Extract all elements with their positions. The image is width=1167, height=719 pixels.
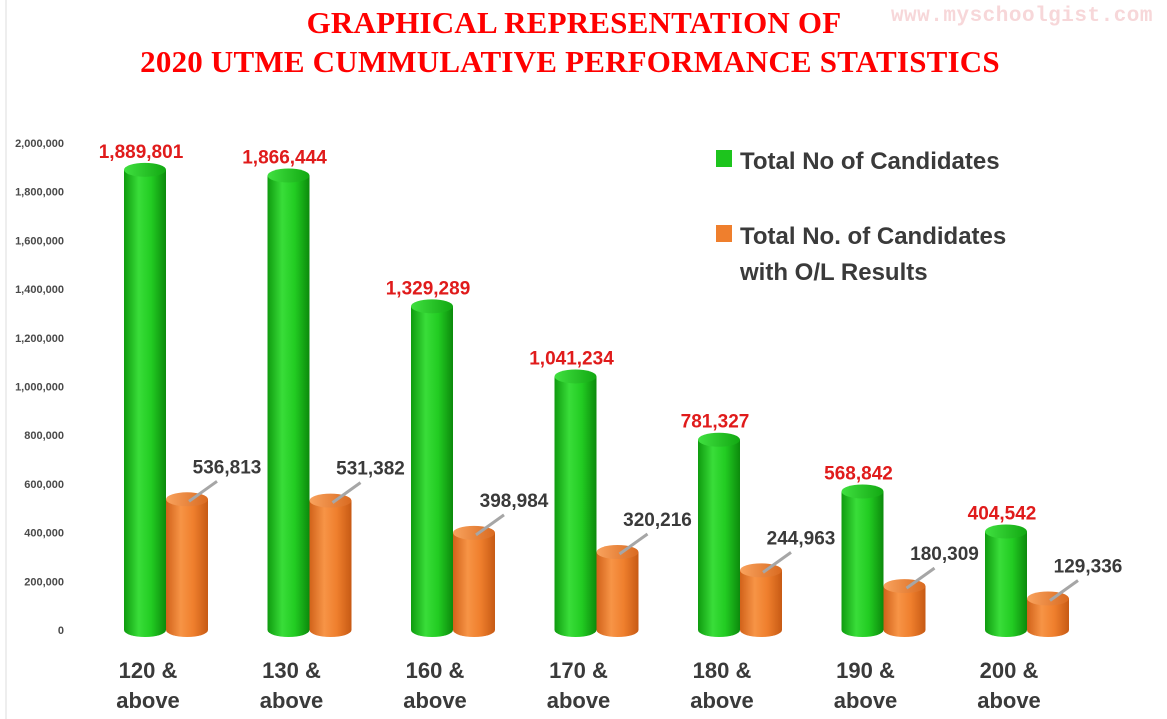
bar-top-green-3 — [554, 369, 597, 384]
legend-swatch-orange — [716, 225, 732, 242]
x-tick-label-4-1: above — [690, 688, 754, 713]
x-tick-label-2-0: 160 & — [406, 658, 465, 683]
legend-label-ol-results: Total No. of Candidates with O/L Results — [740, 219, 1060, 291]
bar-orange-1 — [309, 500, 352, 638]
bar-green-0 — [124, 169, 166, 638]
x-axis: 120 & above 130 & above 160 & above 170 & above… — [116, 658, 1041, 713]
x-tick-label-5-1: above — [834, 688, 898, 713]
bar-orange-5 — [883, 586, 926, 638]
legend-label-ol-line-1: Total No. of Candidates — [740, 223, 1007, 250]
bar-top-orange-5 — [883, 579, 926, 594]
x-tick-label-4-0: 180 & — [693, 658, 752, 683]
bar-top-orange-6 — [1027, 591, 1069, 606]
x-tick-label-1-1: above — [260, 688, 324, 713]
bar-top-green-6 — [985, 524, 1027, 539]
leader-line-orange-1 — [331, 481, 362, 504]
legend-swatch-green — [716, 150, 732, 167]
bar-top-orange-1 — [309, 493, 352, 508]
bar-orange-6 — [1027, 598, 1069, 637]
x-tick-label-6-0: 200 & — [980, 658, 1039, 683]
legend-label-total: Total No of Candidates — [740, 148, 1000, 175]
bar-top-green-2 — [411, 299, 453, 314]
data-labels: 1,889,801 536,813 1,866,444 531,382 1,329,28… — [99, 142, 1123, 602]
leader-line-orange-3 — [618, 532, 649, 556]
legend-label-ol-line-2: with O/L Results — [740, 259, 928, 286]
y-tick-label: 1,400,000 — [15, 284, 64, 296]
bar-orange-2 — [453, 532, 495, 637]
watermark: www.myschoolgist.com — [890, 5, 1153, 28]
data-label-orange-4: 244,963 — [767, 528, 836, 549]
x-tick-label-3-1: above — [547, 688, 611, 713]
bar-green-5 — [841, 491, 884, 638]
data-label-green-5: 568,842 — [824, 463, 893, 484]
data-label-orange-6: 129,336 — [1054, 557, 1123, 578]
chart-title-line-2: 2020 UTME CUMMULATIVE PERFORMANCE STATIS… — [140, 44, 1000, 79]
x-tick-label-1-0: 130 & — [262, 658, 321, 683]
x-tick-label-0-1: above — [116, 688, 180, 713]
bar-green-6 — [985, 531, 1027, 637]
y-tick-label: 600,000 — [24, 479, 64, 491]
x-tick-label-3-0: 170 & — [549, 658, 608, 683]
data-label-green-1: 1,866,444 — [242, 148, 327, 169]
bar-green-2 — [411, 306, 453, 637]
data-label-orange-5: 180,309 — [910, 544, 979, 565]
data-label-green-3: 1,041,234 — [529, 348, 614, 369]
bar-top-green-5 — [841, 484, 884, 499]
chart-title-line-1: GRAPHICAL REPRESENTATION OF — [306, 5, 842, 40]
y-axis: 0 200,000 400,000 600,000 800,000 1,000,000 1,… — [15, 138, 64, 637]
x-tick-label-5-0: 190 & — [836, 658, 895, 683]
x-tick-label-6-1: above — [977, 688, 1041, 713]
data-label-orange-1: 531,382 — [336, 459, 405, 480]
bar-top-orange-2 — [453, 525, 495, 540]
y-tick-label: 800,000 — [24, 430, 64, 442]
left-border — [5, 0, 7, 719]
bar-top-green-1 — [267, 168, 310, 183]
y-tick-label: 2,000,000 — [15, 138, 64, 150]
y-tick-label: 1,600,000 — [15, 235, 64, 247]
y-tick-label: 1,800,000 — [15, 187, 64, 199]
bar-green-3 — [554, 376, 597, 638]
y-tick-label: 1,200,000 — [15, 333, 64, 345]
bar-top-orange-4 — [740, 563, 782, 578]
legend-item-ol-results: Total No. of Candidates with O/L Results — [716, 219, 1060, 291]
bar-green-4 — [698, 439, 740, 637]
data-label-orange-3: 320,216 — [623, 510, 692, 531]
data-label-green-6: 404,542 — [968, 503, 1037, 524]
y-tick-label: 0 — [58, 625, 64, 637]
bar-top-green-4 — [698, 432, 740, 447]
leader-line-orange-4 — [762, 551, 792, 574]
x-tick-label-0-0: 120 & — [119, 658, 178, 683]
bar-top-green-0 — [124, 162, 166, 177]
data-label-orange-0: 536,813 — [193, 457, 262, 478]
data-label-green-2: 1,329,289 — [386, 278, 471, 299]
leader-line-orange-5 — [905, 566, 936, 590]
bar-orange-0 — [166, 499, 208, 637]
data-label-green-0: 1,889,801 — [99, 142, 184, 163]
bar-top-orange-0 — [166, 492, 208, 507]
bar-top-orange-3 — [596, 545, 639, 560]
legend-item-total: Total No of Candidates — [716, 144, 1060, 180]
data-label-green-4: 781,327 — [681, 412, 750, 433]
bar-orange-3 — [596, 552, 639, 638]
x-tick-label-2-1: above — [403, 688, 467, 713]
y-tick-label: 400,000 — [24, 528, 64, 540]
leader-line-orange-0 — [188, 480, 218, 503]
bar-green-1 — [267, 175, 310, 638]
data-label-orange-2: 398,984 — [480, 491, 549, 512]
y-tick-label: 200,000 — [24, 576, 64, 588]
leader-line-orange-2 — [475, 513, 505, 537]
bar-orange-4 — [740, 570, 782, 637]
y-tick-label: 1,000,000 — [15, 382, 64, 394]
leader-line-orange-6 — [1049, 579, 1079, 602]
bars — [124, 162, 1069, 638]
